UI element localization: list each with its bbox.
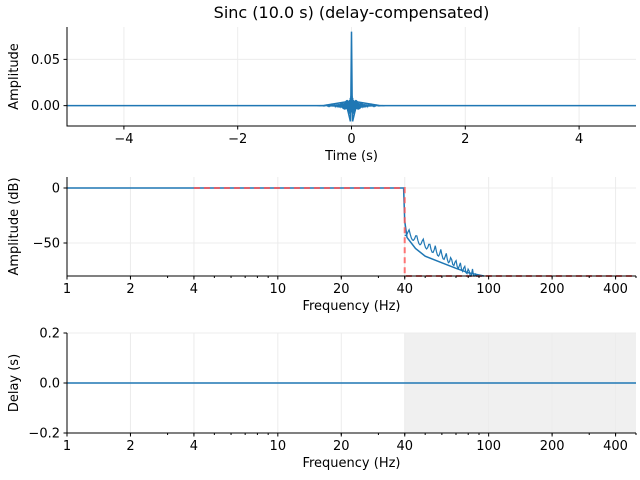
y-tick-label: 0 bbox=[52, 182, 60, 197]
x-tick-label: 0 bbox=[347, 132, 355, 147]
ideal-response-line bbox=[193, 187, 636, 277]
x-tick-label: −4 bbox=[114, 132, 133, 147]
y-axis-label: Delay (s) bbox=[7, 354, 22, 412]
group-delay-plot: 1 2 4 10 20 40 100 200 400 −0.2 0.0 0.2 Frequency (H… bbox=[7, 327, 637, 471]
y-tick-label: −50 bbox=[33, 237, 60, 252]
x-tick-label: 4 bbox=[575, 132, 583, 147]
y-tick-label: 0.00 bbox=[31, 99, 60, 114]
x-tick-label: 400 bbox=[603, 282, 628, 297]
x-tick-label: 200 bbox=[540, 439, 565, 454]
magnitude-response-plot: 1 2 4 10 20 40 100 200 400 0 −50 Frequency (Hz) Ampl… bbox=[7, 177, 637, 314]
x-axis-label: Frequency (Hz) bbox=[302, 299, 400, 314]
x-tick-label: 100 bbox=[476, 282, 501, 297]
x-tick-label: 2 bbox=[461, 132, 469, 147]
x-tick-label: 400 bbox=[603, 439, 628, 454]
y-tick-label: 0.0 bbox=[39, 377, 60, 392]
x-axis-label: Time (s) bbox=[324, 149, 378, 164]
x-tick-label: 4 bbox=[190, 282, 198, 297]
x-tick-label: 40 bbox=[396, 439, 413, 454]
x-tick-label: 200 bbox=[540, 282, 565, 297]
y-tick-label: 0.05 bbox=[31, 53, 60, 68]
x-tick-label: 2 bbox=[126, 282, 134, 297]
x-tick-label: 100 bbox=[476, 439, 501, 454]
y-axis-label: Amplitude (dB) bbox=[7, 177, 22, 275]
data-line bbox=[67, 31, 636, 122]
stopband-ripple bbox=[404, 228, 484, 278]
x-tick-label: 20 bbox=[333, 439, 350, 454]
x-tick-label: 1 bbox=[63, 282, 71, 297]
x-tick-label: 1 bbox=[63, 439, 71, 454]
x-tick-label: −2 bbox=[228, 132, 247, 147]
y-axis-label: Amplitude bbox=[7, 43, 22, 110]
x-tick-label: 20 bbox=[333, 282, 350, 297]
ringing bbox=[317, 94, 386, 114]
x-tick-label: 2 bbox=[126, 439, 134, 454]
data-line bbox=[67, 187, 485, 277]
figure-title: Sinc (10.0 s) (delay-compensated) bbox=[214, 3, 490, 22]
x-tick-label: 4 bbox=[190, 439, 198, 454]
x-tick-label: 10 bbox=[270, 439, 287, 454]
time-domain-plot: −4 −2 0 2 4 0.00 0.05 Time (s) Amplitude bbox=[7, 27, 636, 164]
y-tick-label: −0.2 bbox=[28, 427, 60, 442]
x-axis-label: Frequency (Hz) bbox=[302, 456, 400, 471]
x-tick-label: 10 bbox=[270, 282, 287, 297]
y-tick-label: 0.2 bbox=[39, 327, 60, 342]
x-tick-label: 40 bbox=[396, 282, 413, 297]
